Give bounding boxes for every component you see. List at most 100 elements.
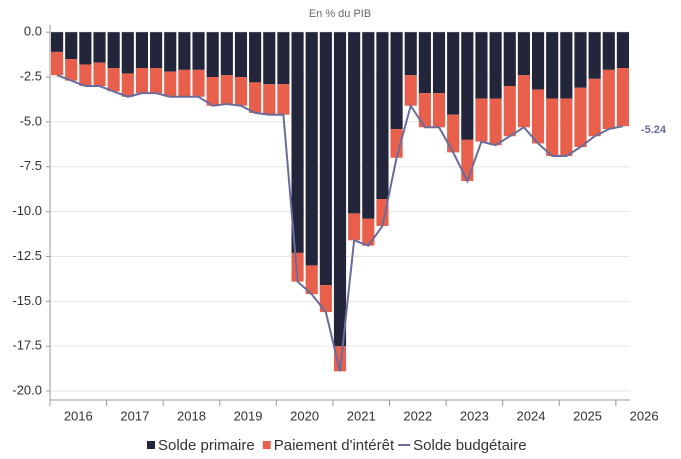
bar bbox=[79, 32, 92, 65]
x-tick-label: 2017 bbox=[120, 408, 149, 423]
bar bbox=[93, 32, 106, 63]
bar bbox=[263, 84, 276, 115]
bar bbox=[432, 32, 446, 94]
bar bbox=[135, 68, 149, 94]
bar bbox=[192, 32, 205, 70]
x-tick-label: 2016 bbox=[64, 408, 93, 423]
bar bbox=[164, 32, 177, 72]
x-tick-label: 2024 bbox=[517, 408, 546, 423]
bar bbox=[51, 51, 64, 76]
bar bbox=[390, 129, 403, 158]
bar bbox=[546, 32, 559, 99]
x-tick-label: 2025 bbox=[573, 408, 602, 423]
bar bbox=[376, 199, 389, 226]
bar bbox=[65, 32, 78, 60]
x-tick-label: 2019 bbox=[234, 408, 263, 423]
bar bbox=[291, 252, 304, 282]
bar bbox=[93, 62, 106, 87]
bar bbox=[150, 68, 163, 94]
end-label: -5.24 bbox=[641, 124, 667, 136]
bar bbox=[291, 32, 304, 253]
bar bbox=[531, 89, 545, 144]
bar bbox=[249, 82, 262, 113]
bar bbox=[489, 98, 502, 146]
y-tick-label: -17.5 bbox=[12, 338, 42, 353]
y-tick-label: -7.5 bbox=[20, 158, 42, 173]
bar bbox=[348, 32, 361, 214]
y-tick-label: -15.0 bbox=[12, 293, 42, 308]
bar bbox=[616, 68, 629, 127]
bar bbox=[546, 98, 559, 156]
legend-label: Paiement d'intérêt bbox=[274, 437, 395, 454]
bar bbox=[305, 265, 318, 295]
bar bbox=[531, 32, 545, 90]
bar bbox=[178, 32, 191, 70]
x-tick-label: 2021 bbox=[347, 408, 376, 423]
bar bbox=[348, 213, 361, 241]
bar bbox=[602, 32, 615, 70]
bar bbox=[432, 93, 446, 128]
legend-label: Solde primaire bbox=[158, 437, 255, 454]
bar bbox=[574, 87, 587, 148]
bar bbox=[206, 32, 219, 78]
bar bbox=[192, 69, 205, 97]
bar bbox=[517, 75, 530, 128]
y-tick-label: -2.5 bbox=[20, 68, 42, 83]
line bbox=[56, 74, 624, 372]
bar bbox=[263, 32, 276, 85]
bar bbox=[121, 73, 134, 97]
bar bbox=[362, 32, 375, 219]
x-tick-label: 2020 bbox=[290, 408, 319, 423]
x-tick-label: 2023 bbox=[460, 408, 489, 423]
bar bbox=[404, 75, 417, 106]
bar bbox=[447, 114, 460, 153]
bar bbox=[319, 32, 332, 286]
bar bbox=[588, 32, 601, 79]
bar bbox=[418, 93, 431, 128]
bar bbox=[121, 32, 134, 74]
bar bbox=[65, 59, 78, 81]
bar bbox=[150, 32, 163, 69]
bar bbox=[560, 32, 573, 99]
bar bbox=[277, 84, 290, 115]
bar bbox=[404, 32, 417, 76]
bar bbox=[135, 32, 149, 69]
bar bbox=[447, 32, 460, 115]
x-tick-label: 2022 bbox=[403, 408, 432, 423]
bar bbox=[305, 32, 318, 266]
x-tick-label: 2026 bbox=[630, 408, 659, 423]
bar bbox=[517, 32, 530, 76]
y-tick-label: -5.0 bbox=[20, 113, 42, 128]
bar bbox=[376, 32, 389, 200]
bar bbox=[503, 32, 516, 87]
bar bbox=[418, 32, 431, 94]
bar bbox=[206, 77, 219, 106]
y-tick-label: -12.5 bbox=[12, 248, 42, 263]
y-tick-label: -20.0 bbox=[12, 382, 42, 397]
bar bbox=[390, 32, 403, 130]
bar bbox=[503, 86, 516, 137]
legend-label: Solde budgétaire bbox=[413, 437, 526, 454]
bar bbox=[234, 77, 248, 106]
chart-title: En % du PIB bbox=[309, 8, 371, 20]
bar bbox=[107, 32, 120, 69]
bar bbox=[602, 69, 615, 130]
bar bbox=[489, 32, 502, 99]
legend-swatch bbox=[147, 441, 155, 449]
bar bbox=[362, 218, 375, 246]
y-tick-label: 0.0 bbox=[24, 24, 42, 39]
bar bbox=[178, 69, 191, 97]
bar bbox=[333, 32, 347, 347]
x-tick-label: 2018 bbox=[177, 408, 206, 423]
bar bbox=[277, 32, 290, 85]
bar bbox=[234, 32, 248, 78]
bar bbox=[79, 64, 92, 87]
bar bbox=[249, 32, 262, 83]
bar bbox=[220, 75, 233, 104]
bar bbox=[319, 285, 332, 313]
bar bbox=[461, 139, 474, 182]
bar bbox=[475, 32, 488, 99]
bar bbox=[107, 68, 120, 92]
bar bbox=[560, 98, 573, 156]
